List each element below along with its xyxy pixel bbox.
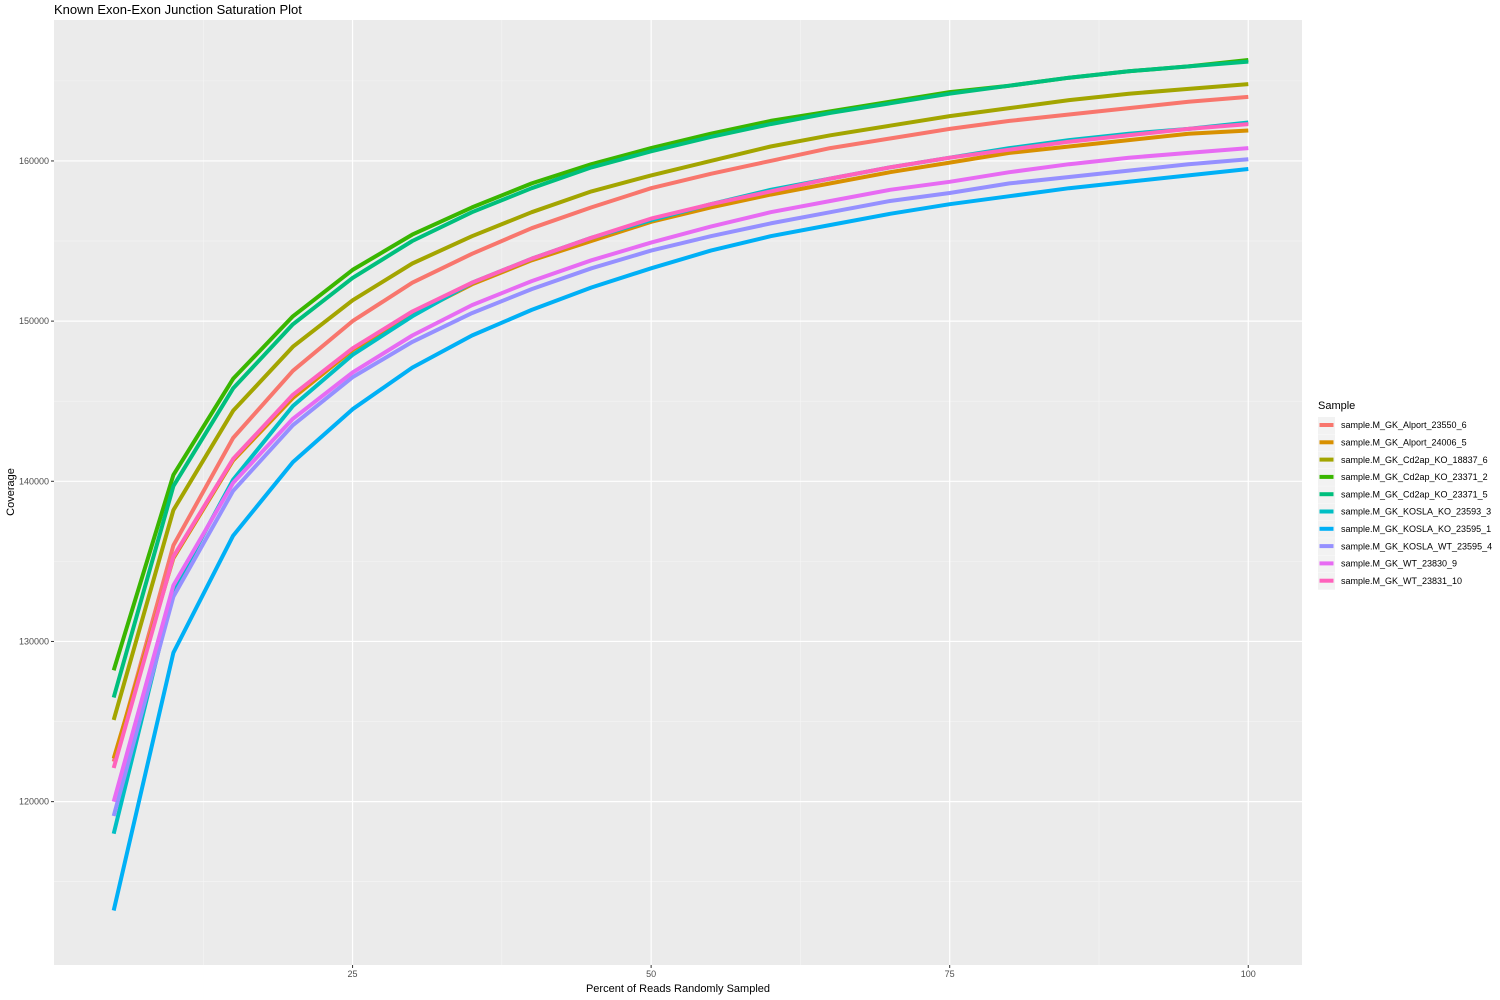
y-tick-label: 160000 bbox=[19, 156, 49, 166]
legend-label: sample.M_GK_KOSLA_WT_23595_4 bbox=[1341, 541, 1492, 551]
series-lines bbox=[111, 58, 1249, 911]
legend-label: sample.M_GK_Cd2ap_KO_23371_2 bbox=[1341, 472, 1488, 482]
x-tick-label: 25 bbox=[348, 969, 358, 979]
x-tick-label: 50 bbox=[646, 969, 656, 979]
legend-items: sample.M_GK_Alport_23550_6 sample.M_GK_Al… bbox=[1318, 417, 1492, 590]
x-tick-label: 100 bbox=[1241, 969, 1256, 979]
legend-label: sample.M_GK_KOSLA_KO_23595_1 bbox=[1341, 524, 1491, 534]
series-line bbox=[111, 82, 1249, 721]
legend-label: sample.M_GK_KOSLA_KO_23593_3 bbox=[1341, 507, 1491, 517]
chart-title: Known Exon-Exon Junction Saturation Plot bbox=[54, 2, 302, 17]
series-line bbox=[111, 146, 1249, 803]
legend-title: Sample bbox=[1318, 400, 1355, 412]
x-axis-title: Percent of Reads Randomly Sampled bbox=[586, 983, 770, 995]
legend-label: sample.M_GK_Cd2ap_KO_18837_6 bbox=[1341, 455, 1488, 465]
x-axis: 25 50 75 100 bbox=[348, 965, 1256, 979]
x-tick-label: 75 bbox=[945, 969, 955, 979]
legend-label: sample.M_GK_WT_23830_9 bbox=[1341, 559, 1457, 569]
y-tick-label: 150000 bbox=[19, 316, 49, 326]
legend-label: sample.M_GK_Alport_23550_6 bbox=[1341, 420, 1467, 430]
series-line bbox=[111, 167, 1249, 911]
y-axis: 120000 130000 140000 150000 160000 bbox=[19, 156, 54, 807]
y-tick-label: 130000 bbox=[19, 636, 49, 646]
series-line bbox=[111, 94, 1249, 763]
series-line bbox=[111, 128, 1249, 759]
y-axis-title: Coverage bbox=[5, 468, 17, 516]
legend-label: sample.M_GK_Alport_24006_5 bbox=[1341, 438, 1467, 448]
plot-panel bbox=[54, 20, 1302, 965]
legend: Sample sample.M_GK_Alport_23550_6sample.… bbox=[1318, 400, 1492, 590]
series-line bbox=[111, 122, 1249, 769]
y-tick-label: 140000 bbox=[19, 476, 49, 486]
y-tick-label: 120000 bbox=[19, 797, 49, 807]
series-line bbox=[111, 157, 1249, 817]
legend-label: sample.M_GK_Cd2ap_KO_23371_5 bbox=[1341, 489, 1488, 499]
series-line bbox=[111, 59, 1249, 699]
legend-label: sample.M_GK_WT_23831_10 bbox=[1341, 576, 1462, 586]
grid-major bbox=[54, 20, 1302, 965]
